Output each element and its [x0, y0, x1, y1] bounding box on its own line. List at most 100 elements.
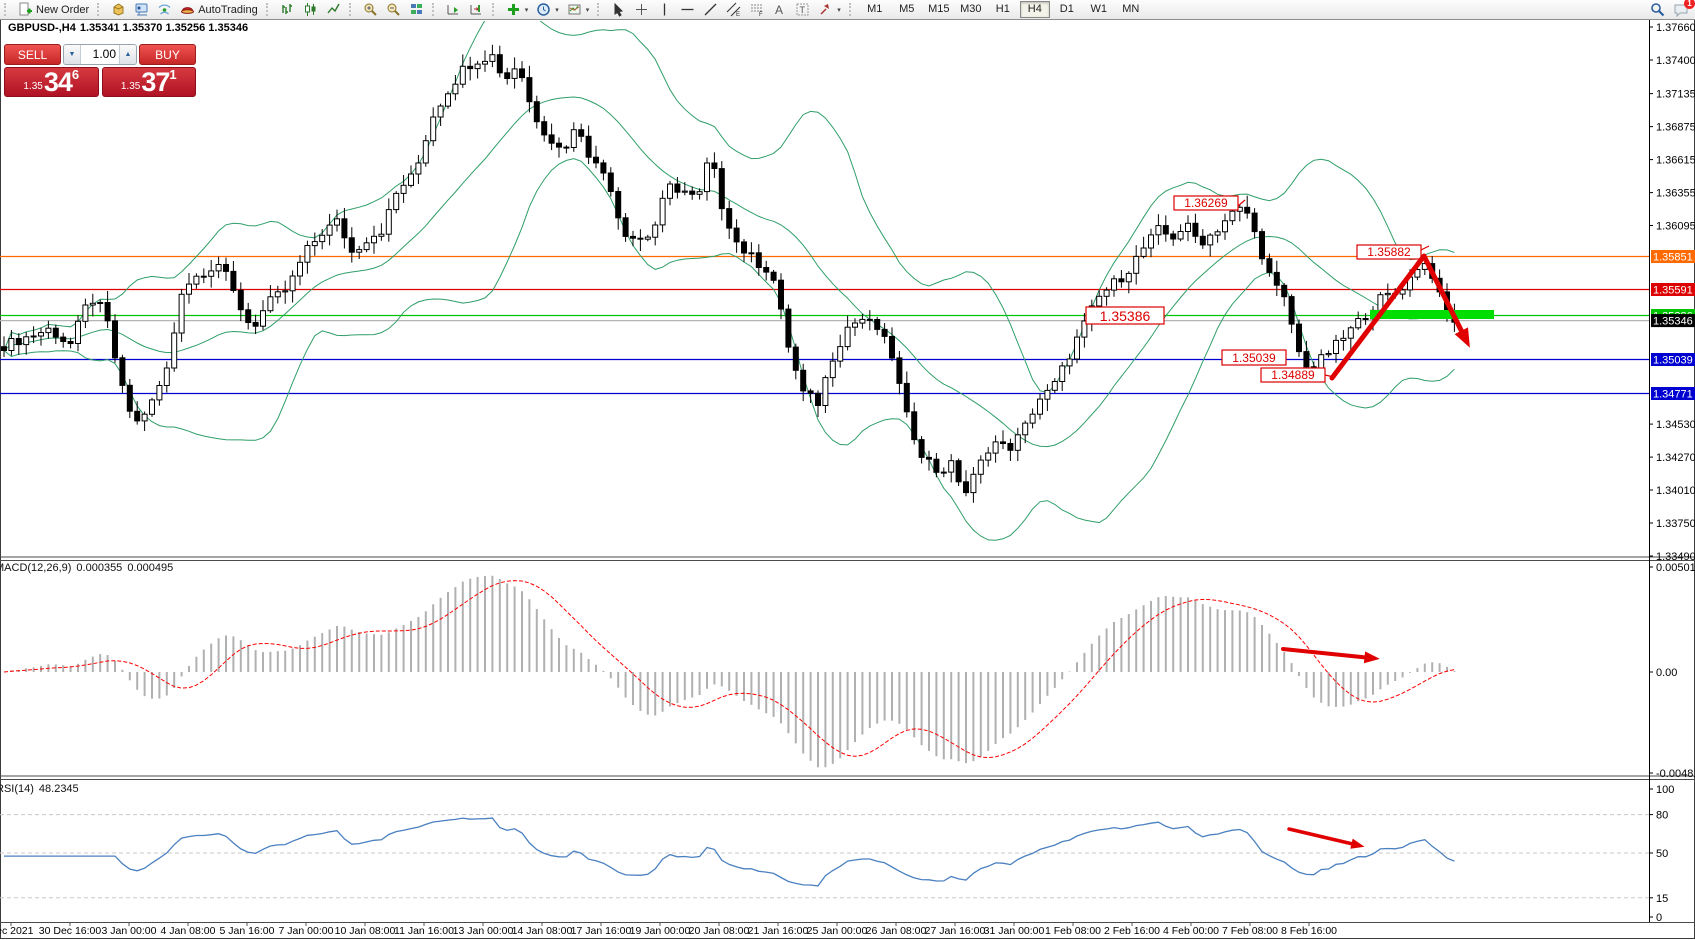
callout-box[interactable] — [1356, 244, 1422, 260]
timeframe-m5[interactable]: M5 — [899, 3, 915, 15]
candle — [748, 252, 755, 255]
time-axis[interactable]: Dec 2021 30 Dec 16:003 Jan 00:00 4 Jan 08:… — [0, 923, 1337, 937]
time-tick: Dec 2021 — [0, 925, 34, 937]
timeframe-w1[interactable]: W1 — [1090, 3, 1108, 15]
horizontal-line-tool-button[interactable] — [676, 0, 699, 19]
timeframe-m30[interactable]: M30 — [960, 3, 982, 15]
timeframe-h4[interactable]: H4 — [1019, 1, 1050, 18]
time-tick: 30 Dec 16:00 — [39, 925, 102, 937]
timeframe-m15[interactable]: M15 — [928, 3, 950, 15]
new-order-button[interactable]: New Order — [14, 0, 93, 19]
macd-red-arrow[interactable] — [1281, 647, 1373, 660]
candle — [977, 459, 984, 475]
candle — [1229, 210, 1236, 222]
signals-button[interactable] — [153, 0, 176, 19]
ask-prefix: 1.35 — [120, 81, 141, 92]
candle — [356, 249, 363, 253]
macd-signal-line[interactable] — [3, 580, 1455, 759]
zoom-out-button[interactable] — [382, 0, 405, 19]
price-tick: 1.33490 — [1656, 551, 1695, 563]
svg-text:A: A — [775, 3, 783, 17]
candle — [955, 460, 962, 483]
timeframe-m1[interactable]: M1 — [867, 3, 883, 15]
candle — [519, 68, 525, 79]
bar-chart-type-button[interactable] — [276, 0, 299, 19]
fibonacci-tool-button[interactable]: F — [745, 0, 768, 19]
tile-windows-button[interactable] — [405, 0, 428, 19]
candle — [348, 237, 355, 253]
callout-box[interactable] — [1221, 349, 1287, 366]
ask-price-box[interactable]: 1.35 37 1 — [101, 67, 196, 97]
price-tick: 1.36095 — [1656, 221, 1695, 233]
label-tool-button[interactable]: T — [791, 0, 814, 19]
chart-symbol-period: GBPUSD-,H4 — [8, 22, 76, 34]
timeframe-mn[interactable]: MN — [1122, 3, 1140, 15]
candle — [644, 236, 651, 240]
price-tick: 1.34010 — [1656, 485, 1695, 497]
gold-box-button[interactable] — [107, 0, 130, 19]
vertical-line-tool-button[interactable] — [653, 0, 676, 19]
buy-button[interactable]: BUY — [139, 44, 196, 65]
toolbar-grip[interactable] — [4, 3, 11, 16]
candle — [45, 327, 52, 334]
crosshair-icon — [636, 4, 648, 15]
indicators-button[interactable]: ▾ — [502, 0, 533, 19]
arrows-tool-button[interactable]: ▾ — [814, 0, 845, 19]
trendline-tool-button[interactable] — [699, 0, 722, 19]
bollinger-middle[interactable] — [3, 96, 1455, 448]
candle — [149, 399, 155, 415]
rsi-line[interactable] — [4, 817, 1455, 887]
chat-button[interactable]: 1 — [1673, 0, 1695, 17]
text-tool-button[interactable]: A — [768, 0, 791, 19]
search-icon[interactable] — [1650, 2, 1665, 17]
volume-value[interactable]: 1.00 — [92, 47, 116, 61]
candle — [1266, 258, 1273, 273]
templates-button[interactable]: ▾ — [563, 0, 594, 19]
cursor-tool-button[interactable] — [607, 0, 630, 19]
volume-up-button[interactable]: ▲ — [119, 45, 136, 64]
candle — [274, 291, 281, 298]
timeframe-d1[interactable]: D1 — [1059, 3, 1074, 15]
auto-scroll-button[interactable] — [442, 0, 465, 19]
bollinger-upper[interactable] — [3, 2, 1455, 394]
price-badge-1.35346 — [1651, 314, 1695, 328]
candle — [556, 142, 562, 148]
callout-box[interactable] — [1085, 306, 1165, 325]
timeframe-h1[interactable]: H1 — [995, 3, 1010, 15]
bollinger-lower[interactable] — [3, 158, 1455, 541]
candlestick-type-button[interactable] — [299, 0, 322, 19]
new-order-icon — [19, 2, 32, 16]
candle — [1303, 351, 1310, 368]
callout-box[interactable] — [1173, 195, 1239, 211]
candle — [1051, 381, 1058, 391]
candle — [1207, 234, 1214, 246]
candle — [1288, 296, 1295, 325]
volume-down-button[interactable]: ▼ — [64, 45, 81, 64]
rsi-red-arrow[interactable] — [1287, 827, 1359, 847]
green-zone-rect[interactable] — [1370, 310, 1494, 319]
price-tick: 1.37400 — [1656, 55, 1695, 67]
price-axis[interactable]: 1.37660 1.37400 1.37135 1.36875 1.36615 1.363… — [1649, 22, 1695, 924]
autotrading-button[interactable]: AutoTrading — [176, 0, 262, 19]
candle — [585, 135, 592, 158]
zoom-in-button[interactable] — [359, 0, 382, 19]
candle — [852, 322, 858, 328]
periods-button[interactable]: ▾ — [532, 0, 563, 19]
time-tick: 25 Jan 00:00 — [807, 925, 868, 937]
crosshair-tool-button[interactable] — [630, 0, 653, 19]
bid-price-box[interactable]: 1.35 34 6 — [4, 67, 99, 97]
line-chart-type-button[interactable] — [322, 0, 345, 19]
trend-zigzag-arrow[interactable] — [1329, 253, 1468, 381]
candle — [467, 65, 474, 70]
candle — [1059, 365, 1066, 382]
chart-shift-button[interactable] — [465, 0, 488, 19]
data-window-button[interactable] — [130, 0, 153, 19]
auto-scroll-icon — [447, 5, 458, 15]
rsi-tick: 0 — [1656, 912, 1662, 924]
label-icon: T — [796, 3, 809, 16]
sell-button[interactable]: SELL — [4, 44, 61, 65]
equidistant-channel-tool-button[interactable]: E — [722, 0, 745, 19]
rsi-tick: 50 — [1656, 848, 1668, 860]
candle — [896, 357, 903, 384]
